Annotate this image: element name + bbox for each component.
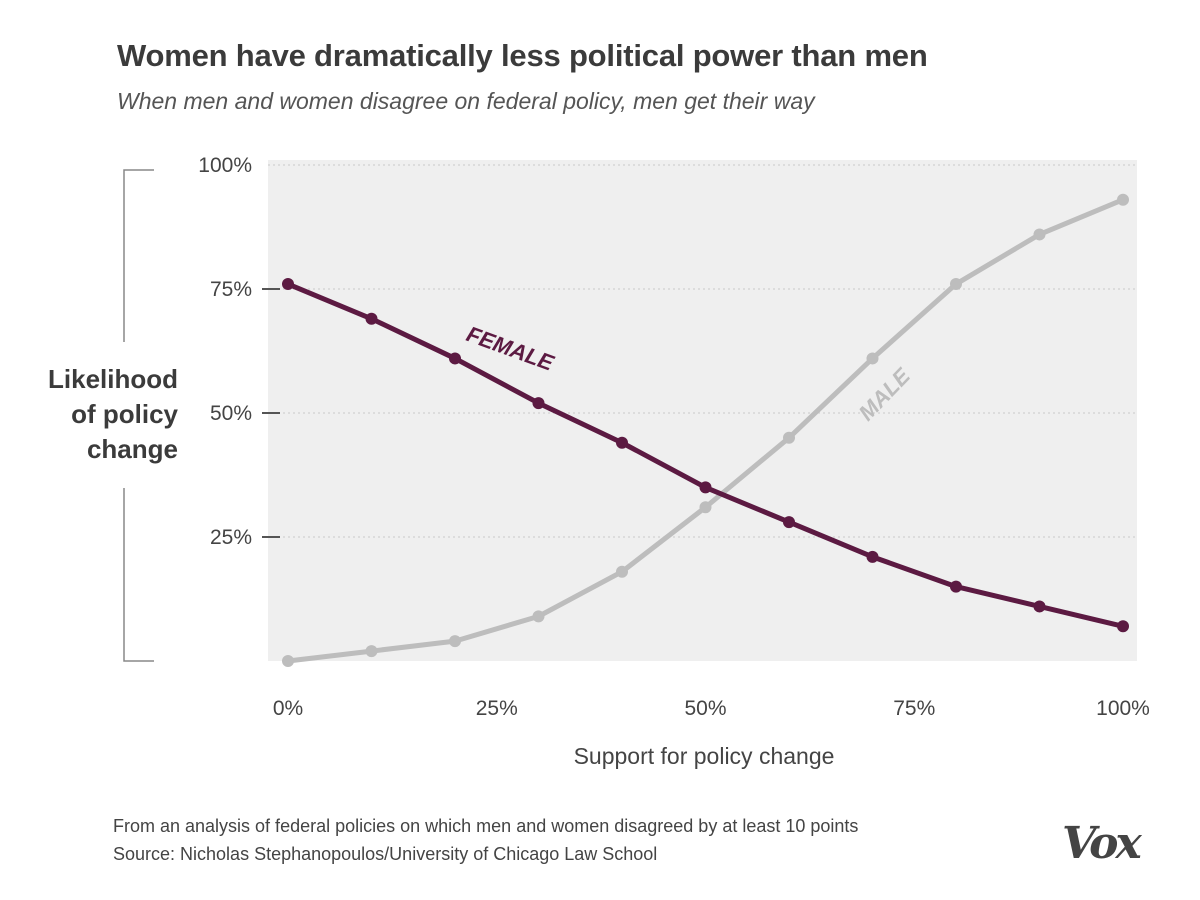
chart-subtitle: When men and women disagree on federal p… [117,88,815,114]
data-point-male [532,610,545,623]
plot-background [268,160,1137,661]
data-point-male [616,565,628,578]
data-point-male [699,501,712,514]
y-tick-label: 75% [210,278,252,301]
x-tick-label: 100% [1096,697,1150,720]
data-point-male [950,278,962,291]
footnote: From an analysis of federal policies on … [113,812,858,868]
vox-logo: Vox [1062,818,1142,869]
y-axis-label-line: Likelihood [48,364,178,394]
data-point-female [449,352,461,365]
data-point-male [1117,193,1129,206]
data-point-male [449,635,461,648]
data-point-female [282,278,294,291]
data-point-female [783,516,795,529]
data-point-female [365,312,378,325]
y-axis-label: Likelihood of policy change [20,362,178,467]
y-label-bracket-top [123,169,154,342]
chart-title: Women have dramatically less political p… [117,38,928,73]
y-axis-label-line: change [86,434,178,464]
data-point-female [1117,620,1129,633]
data-point-female [866,550,879,563]
data-point-female [532,397,545,410]
data-point-male [365,645,378,658]
data-point-female [699,481,712,494]
data-point-female [616,436,628,449]
y-axis-label-line: of policy [71,399,178,429]
data-point-female [1033,600,1046,613]
x-axis-label: Support for policy change [573,743,835,769]
footnote-source: Source: Nicholas Stephanopoulos/Universi… [113,844,658,864]
footnote-note: From an analysis of federal policies on … [113,816,859,836]
x-tick-label: 25% [476,697,518,720]
data-point-female [950,580,962,593]
y-tick-label: 50% [210,402,252,425]
y-tick-label: 25% [210,526,252,549]
y-label-bracket-bottom [123,488,154,662]
data-point-male [783,431,795,444]
data-point-male [282,655,294,667]
data-point-male [1033,228,1046,241]
y-tick-label: 100% [198,154,252,177]
data-point-male [866,352,879,365]
x-tick-label: 50% [684,697,726,720]
x-tick-label: 75% [893,697,935,720]
x-tick-label: 0% [273,697,303,720]
